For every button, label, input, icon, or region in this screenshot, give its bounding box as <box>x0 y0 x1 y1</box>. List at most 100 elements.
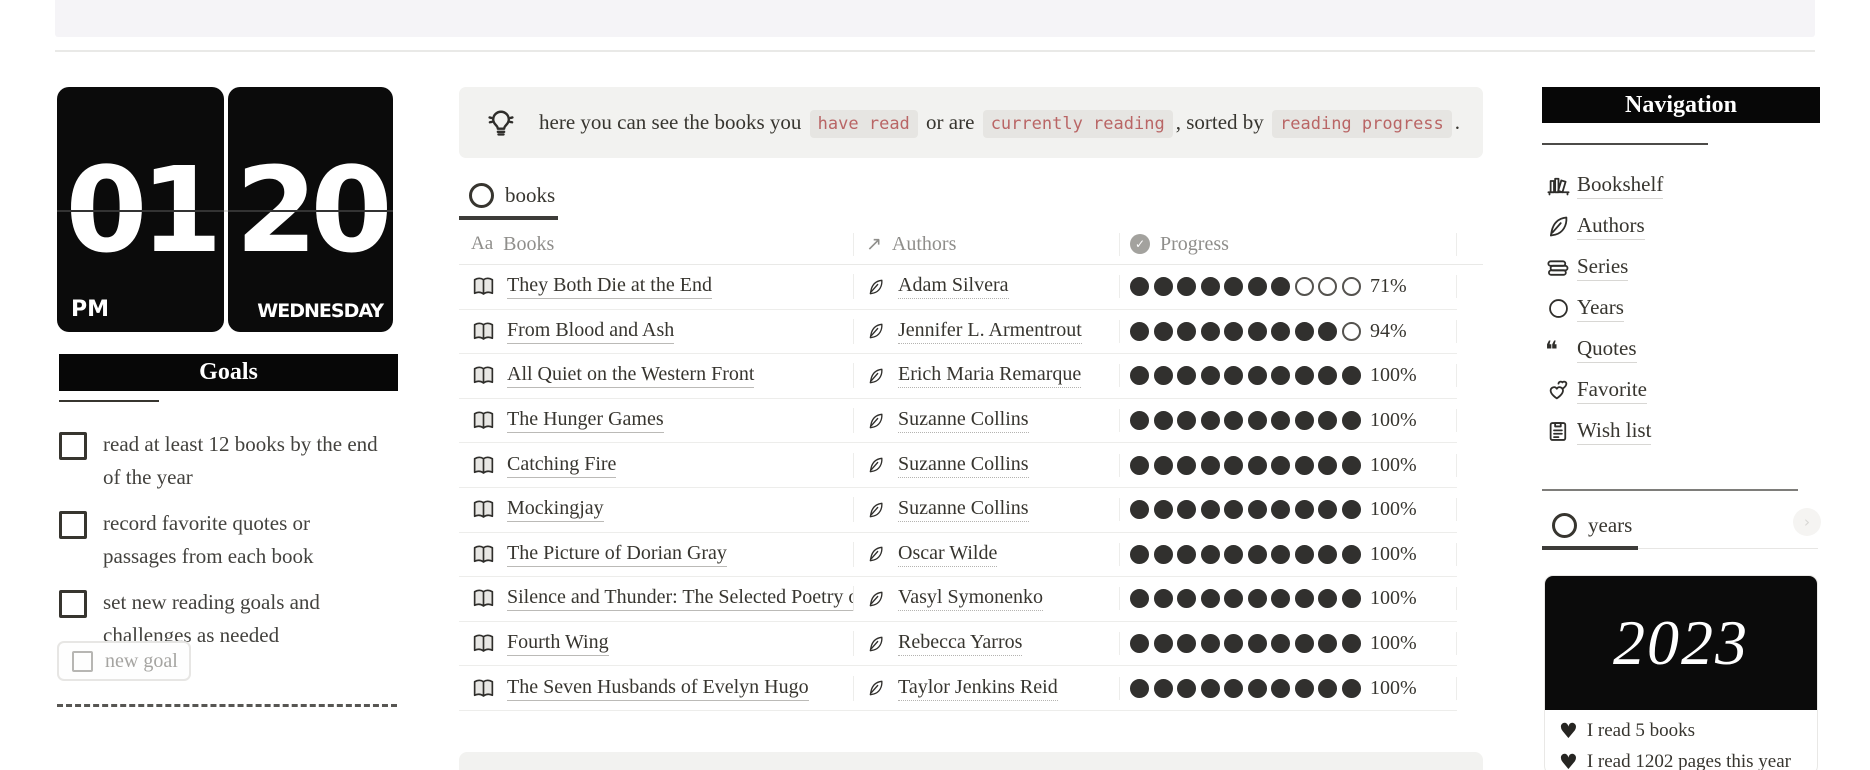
quill-icon <box>869 680 883 696</box>
progress-dot-filled <box>1318 634 1337 654</box>
progress-dot-filled <box>1271 634 1290 654</box>
progress-dot-filled <box>1177 411 1196 431</box>
circle-icon <box>469 183 494 208</box>
year-card-2023[interactable]: 2023 ♥ I read 5 books ♥ I read 1202 pages t… <box>1544 575 1818 770</box>
goal-text: set new reading goals and challenges as … <box>103 590 320 647</box>
book-title-link[interactable]: Silence and Thunder: The Selected Poetry… <box>507 586 853 612</box>
flip-split-line <box>57 209 224 212</box>
flip-clock: 01 PM 20 WEDNESDAY <box>57 87 393 332</box>
goals-title: Goals <box>199 359 258 385</box>
author-link[interactable]: Oscar Wilde <box>898 542 998 567</box>
book-title-link[interactable]: All Quiet on the Western Front <box>507 363 755 389</box>
hearts-icon <box>1549 380 1568 400</box>
author-link[interactable]: Jennifer L. Armentrout <box>898 319 1082 344</box>
progress-dot-filled <box>1200 544 1220 564</box>
progress-dot-filled <box>1177 634 1196 654</box>
book-title-link[interactable]: Fourth Wing <box>507 631 609 657</box>
table-row: All Quiet on the Western Front Erich Mari… <box>459 354 1457 399</box>
progress-dot-filled <box>1247 455 1267 475</box>
progress-dot-filled <box>1224 321 1243 341</box>
progress-percent: 100% <box>1370 498 1417 521</box>
author-link[interactable]: Suzanne Collins <box>898 453 1029 478</box>
progress-cell: 100% <box>1119 587 1457 611</box>
progress-dot-filled <box>1318 544 1337 564</box>
heart-icon: ♥ <box>1559 718 1578 743</box>
progress-dot-filled <box>1271 455 1290 475</box>
progress-dot-filled <box>1224 589 1243 609</box>
progress-dot-filled <box>1224 366 1243 386</box>
book-cell: They Both Die at the End <box>459 274 853 300</box>
heart-icon: ♥ <box>1559 749 1578 770</box>
book-title-link[interactable]: Catching Fire <box>507 453 617 478</box>
book-title-link[interactable]: The Hunger Games <box>507 408 664 434</box>
code-have-read: have read <box>809 110 918 138</box>
tab-years[interactable]: years <box>1552 513 1632 538</box>
year-stat-row: ♥ I read 5 books <box>1559 720 1803 742</box>
author-link[interactable]: Suzanne Collins <box>898 497 1029 523</box>
sidebar-item-favorite[interactable]: Favorite <box>1545 370 1820 411</box>
goals-checklist: read at least 12 books by the end of the… <box>57 428 387 665</box>
progress-dot-filled <box>1130 321 1149 341</box>
progress-percent: 100% <box>1370 587 1417 610</box>
progress-dot-filled <box>1153 366 1173 386</box>
sidebar-item-series[interactable]: Series <box>1545 247 1820 288</box>
quill-icon <box>869 502 883 518</box>
progress-cell: 100% <box>1119 632 1457 656</box>
sidebar-item-quotes[interactable]: ❝ Quotes <box>1545 329 1820 370</box>
sidebar-item-authors[interactable]: Authors <box>1545 206 1820 247</box>
quill-icon <box>869 368 883 384</box>
checkbox-unchecked[interactable] <box>59 511 87 539</box>
author-link[interactable]: Erich Maria Remarque <box>898 363 1082 389</box>
author-link[interactable]: Vasyl Symonenko <box>898 586 1043 612</box>
author-link[interactable]: Taylor Jenkins Reid <box>898 676 1058 701</box>
book-open-icon <box>473 366 494 385</box>
progress-dot-filled <box>1318 455 1337 475</box>
progress-dot-filled <box>1271 411 1290 431</box>
author-link[interactable]: Suzanne Collins <box>898 408 1029 434</box>
progress-dot-filled <box>1224 455 1243 475</box>
author-link[interactable]: Adam Silvera <box>898 274 1009 300</box>
sidebar-item-bookshelf[interactable]: Bookshelf <box>1545 165 1820 206</box>
progress-dot-filled <box>1153 500 1173 520</box>
cover-band <box>55 0 1815 37</box>
progress-percent: 100% <box>1370 409 1417 432</box>
progress-dot-empty <box>1294 277 1314 297</box>
quotes-icon: ❝ <box>1545 335 1558 364</box>
scroll-right-button[interactable]: › <box>1793 508 1821 536</box>
sidebar-item-years[interactable]: Years <box>1545 288 1820 329</box>
progress-dot-filled <box>1224 678 1243 698</box>
column-header-progress[interactable]: ✓ Progress <box>1119 232 1457 256</box>
book-title-link[interactable]: They Both Die at the End <box>507 274 712 300</box>
book-title-link[interactable]: The Seven Husbands of Evelyn Hugo <box>507 676 809 701</box>
new-goal-button[interactable]: new goal <box>57 641 191 681</box>
progress-dot-filled <box>1177 366 1196 386</box>
progress-dot-filled <box>1341 411 1361 431</box>
column-header-books[interactable]: Aa Books <box>459 233 853 256</box>
table-row: Silence and Thunder: The Selected Poetry… <box>459 577 1457 622</box>
book-title-link[interactable]: Mockingjay <box>507 497 604 523</box>
progress-dot-filled <box>1247 366 1267 386</box>
top-divider <box>55 50 1815 52</box>
column-header-authors[interactable]: ↗ Authors <box>853 232 1119 256</box>
sidebar-item-wish-list[interactable]: Wish list <box>1545 411 1820 452</box>
book-cell: All Quiet on the Western Front <box>459 363 853 389</box>
book-cell: The Seven Husbands of Evelyn Hugo <box>459 676 853 701</box>
book-cell: Catching Fire <box>459 453 853 478</box>
nav-item-label: Quotes <box>1577 336 1637 363</box>
author-link[interactable]: Rebecca Yarros <box>898 631 1023 657</box>
book-open-icon <box>473 500 494 518</box>
clock-ampm: PM <box>71 297 110 322</box>
dashed-divider <box>57 704 397 707</box>
book-title-link[interactable]: The Picture of Dorian Gray <box>507 542 727 567</box>
navigation-title: Navigation <box>1624 91 1737 118</box>
tab-books[interactable]: books <box>469 183 555 208</box>
progress-dot-filled <box>1341 589 1361 609</box>
callout-segment: . <box>1454 110 1461 134</box>
checkbox-unchecked[interactable] <box>59 432 87 460</box>
book-title-link[interactable]: From Blood and Ash <box>507 319 675 344</box>
navigation-list: Bookshelf Authors Series Years ❝ Quotes Favori… <box>1545 165 1820 452</box>
progress-dot-filled <box>1247 634 1267 654</box>
checkbox-unchecked[interactable] <box>59 590 87 618</box>
progress-percent: 100% <box>1370 676 1417 699</box>
progress-cell: 100% <box>1119 364 1457 388</box>
